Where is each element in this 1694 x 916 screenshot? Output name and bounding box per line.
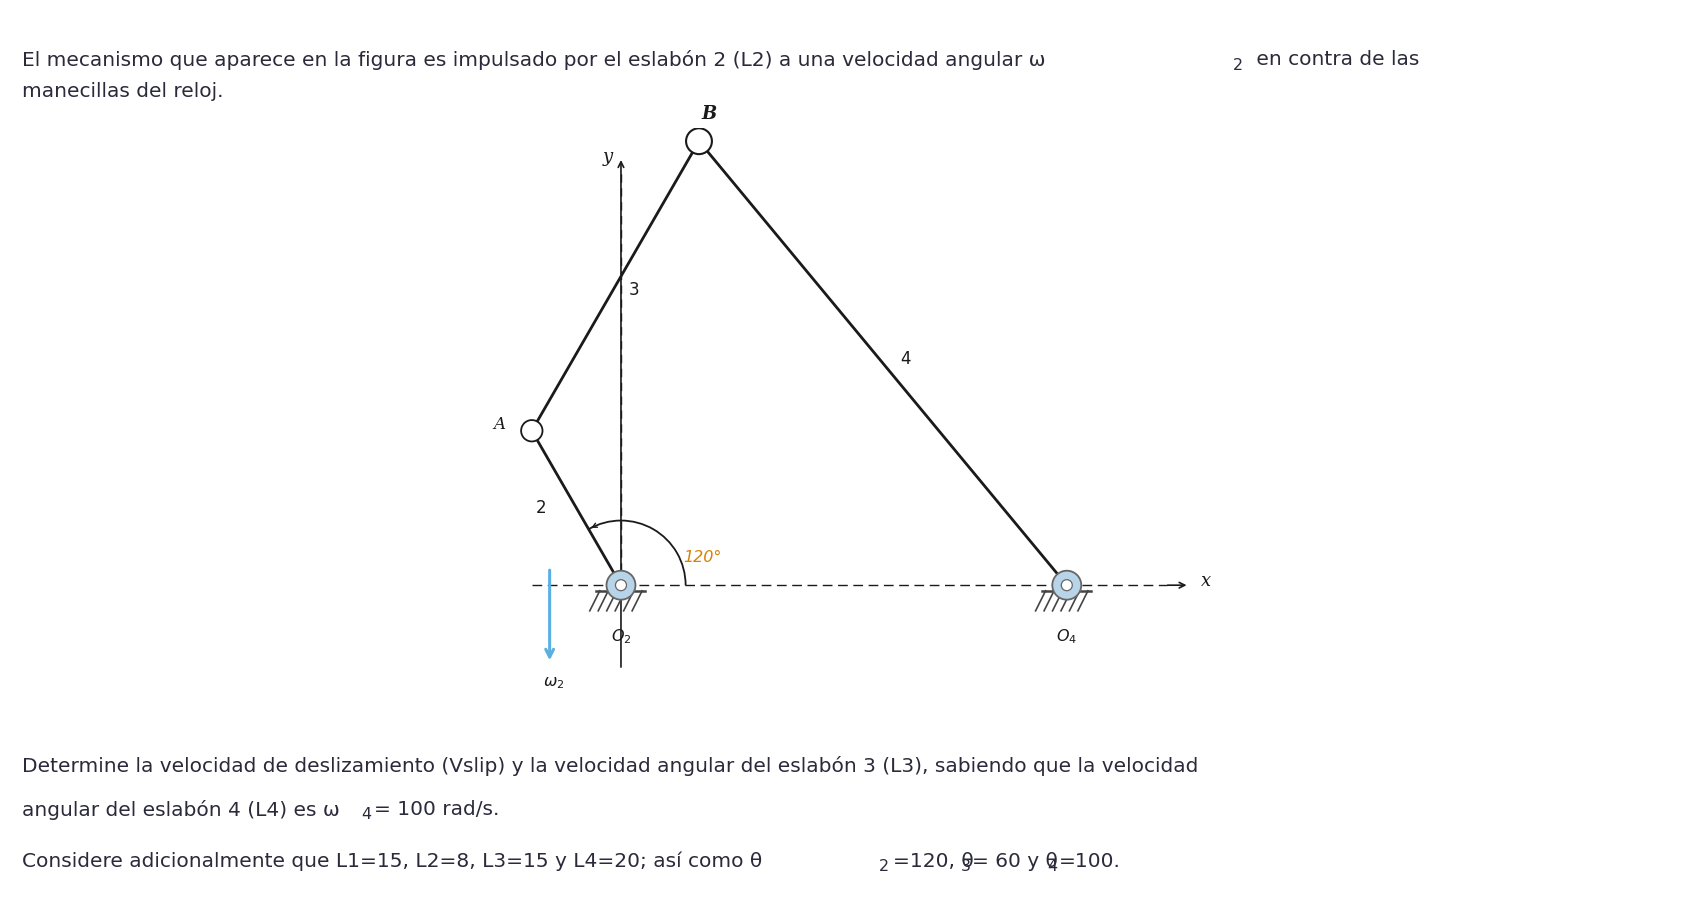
Circle shape xyxy=(522,420,542,442)
Text: $O_2$: $O_2$ xyxy=(612,627,632,647)
Text: Determine la velocidad de deslizamiento (Vslip) y la velocidad angular del eslab: Determine la velocidad de deslizamiento … xyxy=(22,756,1198,776)
Text: 4: 4 xyxy=(901,350,911,367)
Text: =120, θ: =120, θ xyxy=(893,852,974,871)
Text: =100.: =100. xyxy=(1059,852,1121,871)
Text: en contra de las: en contra de las xyxy=(1250,50,1420,70)
Text: 2: 2 xyxy=(879,859,889,874)
Text: 4: 4 xyxy=(361,807,371,822)
Circle shape xyxy=(1060,580,1072,591)
Text: $O_4$: $O_4$ xyxy=(1057,627,1077,647)
Text: manecillas del reloj.: manecillas del reloj. xyxy=(22,82,224,102)
Text: angular del eslabón 4 (L4) es ω: angular del eslabón 4 (L4) es ω xyxy=(22,800,340,820)
Text: x: x xyxy=(1201,572,1211,590)
Text: $\omega_2$: $\omega_2$ xyxy=(544,674,564,692)
Circle shape xyxy=(606,571,635,600)
Text: Considere adicionalmente que L1=15, L2=8, L3=15 y L4=20; así como θ: Considere adicionalmente que L1=15, L2=8… xyxy=(22,852,762,871)
Text: = 100 rad/s.: = 100 rad/s. xyxy=(374,800,500,819)
Text: B: B xyxy=(701,105,717,124)
Circle shape xyxy=(615,580,627,591)
Text: 2: 2 xyxy=(535,499,545,517)
Circle shape xyxy=(1052,571,1081,600)
Circle shape xyxy=(686,128,711,154)
Text: 4: 4 xyxy=(1047,859,1057,874)
Text: A: A xyxy=(493,416,505,432)
Text: 120°: 120° xyxy=(683,551,722,565)
Text: y: y xyxy=(603,148,613,166)
Text: 2: 2 xyxy=(1233,58,1243,72)
Text: 3: 3 xyxy=(960,859,971,874)
Text: 3: 3 xyxy=(628,281,639,300)
Text: = 60 y θ: = 60 y θ xyxy=(972,852,1059,871)
Text: El mecanismo que aparece en la figura es impulsado por el eslabón 2 (L2) a una v: El mecanismo que aparece en la figura es… xyxy=(22,50,1045,71)
